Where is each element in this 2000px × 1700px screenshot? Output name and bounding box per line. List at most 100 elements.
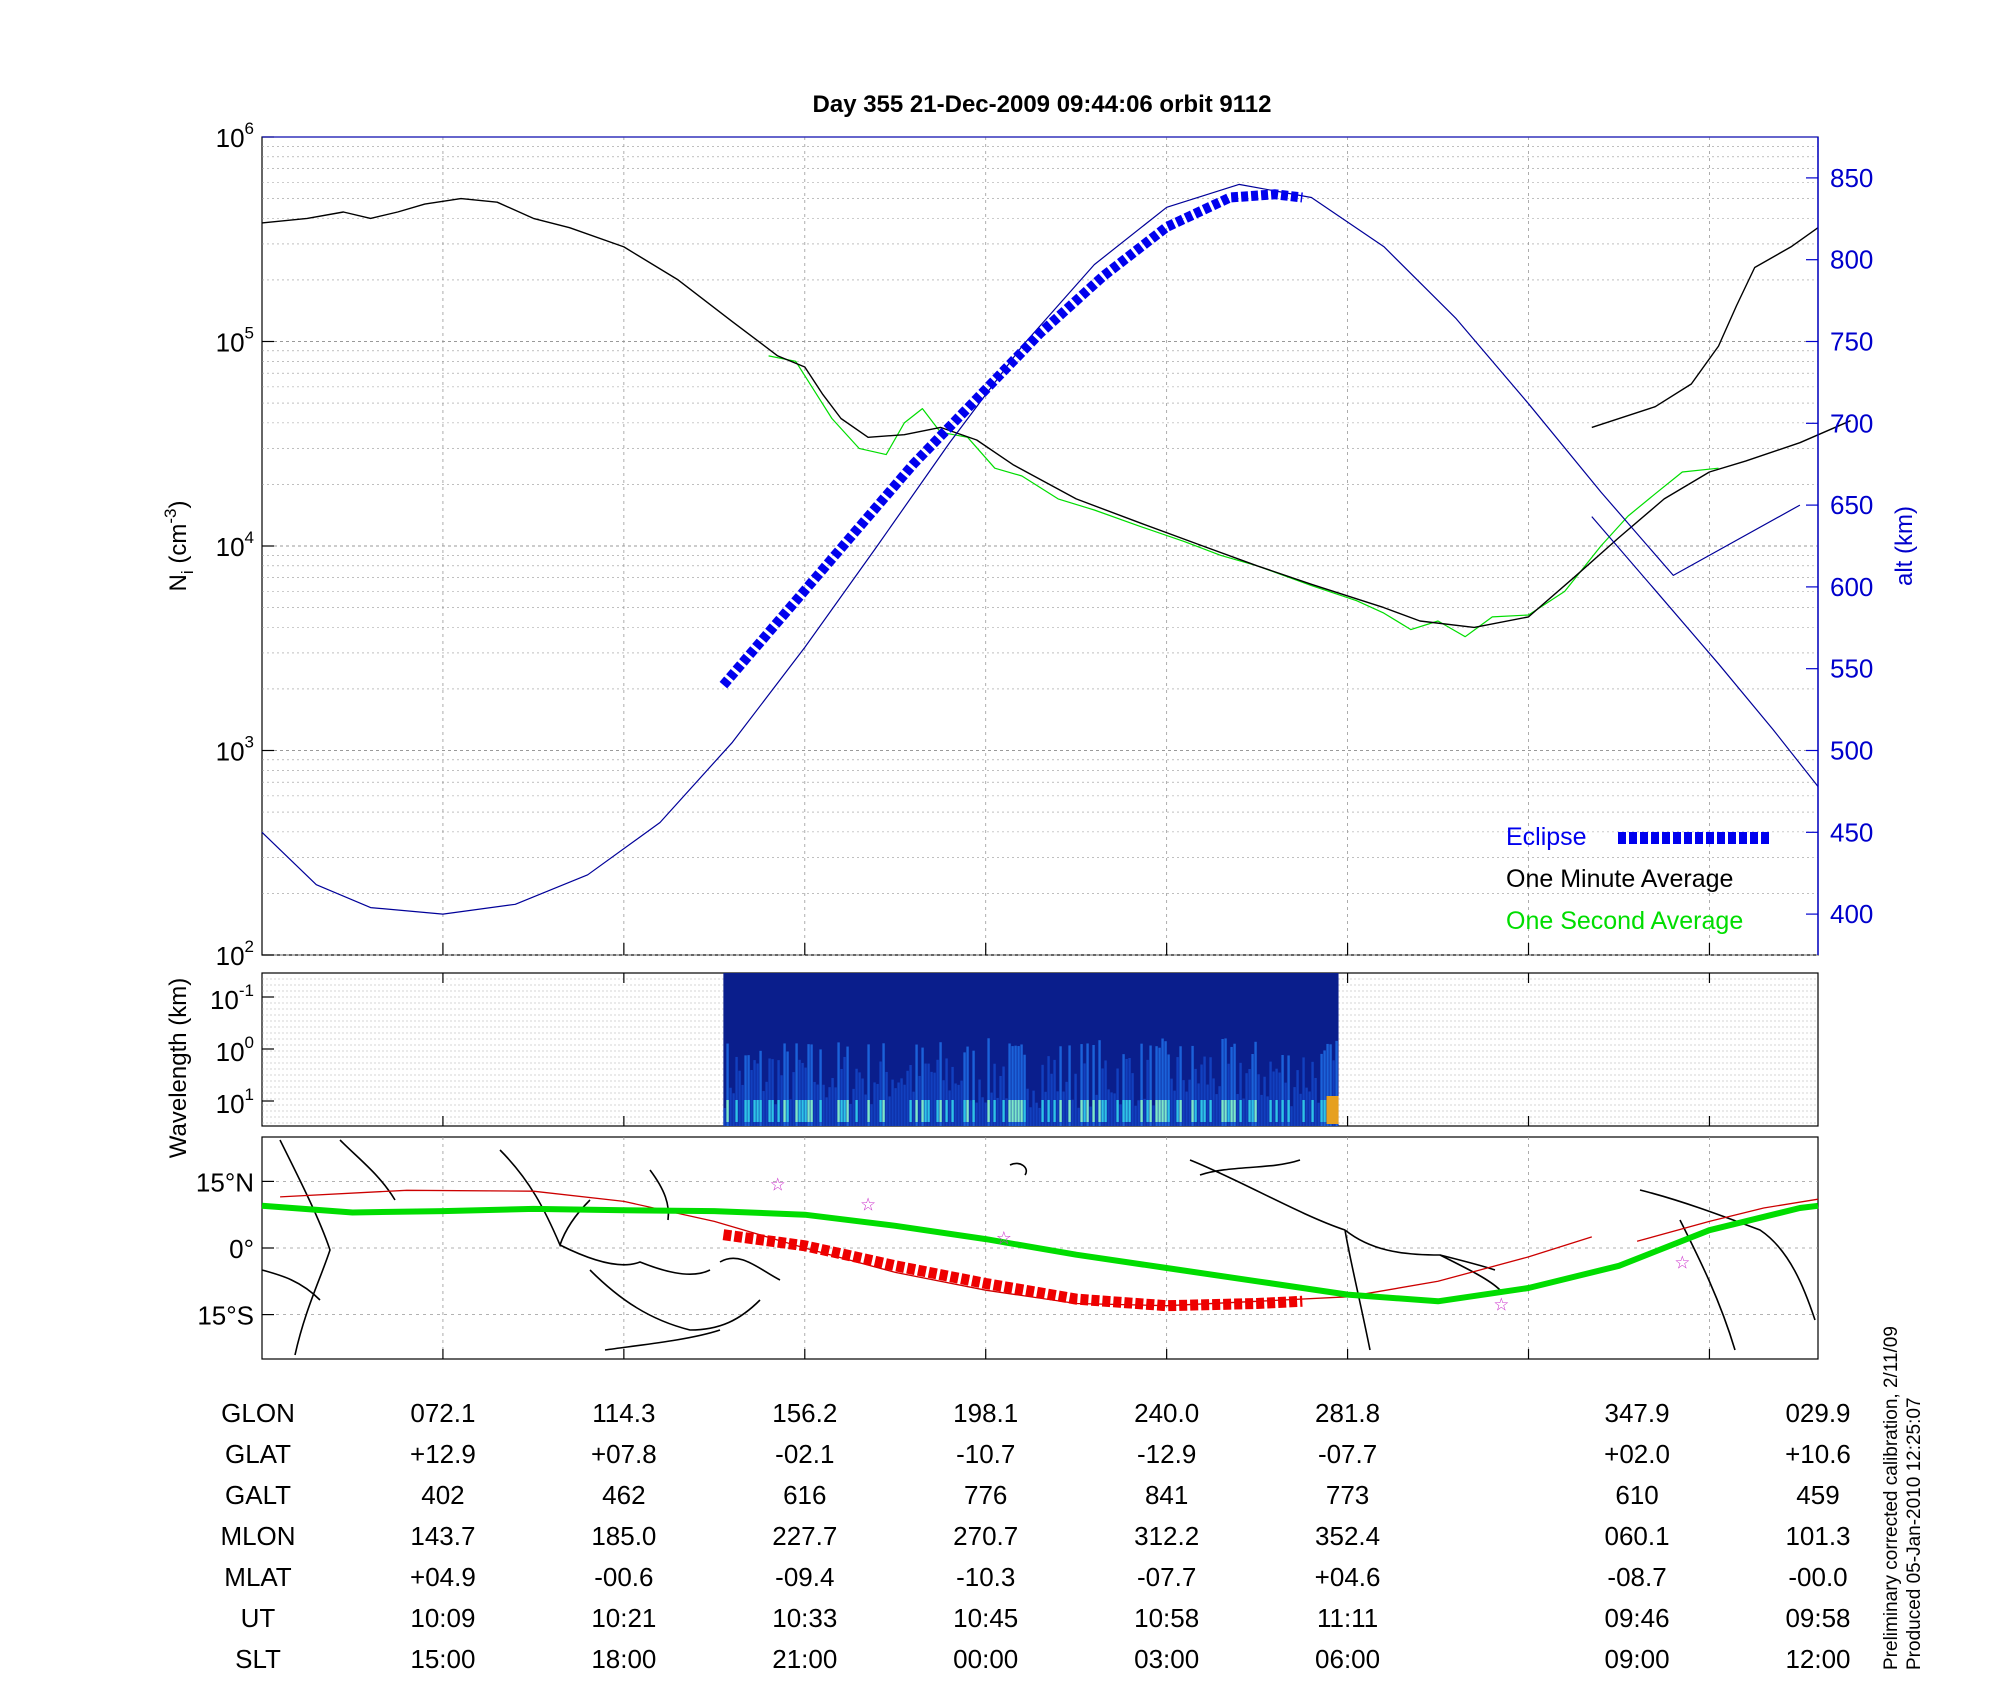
spectrogram-cell: [1014, 1100, 1017, 1122]
table-cell: 143.7: [410, 1521, 475, 1551]
spectrogram-column: [873, 1082, 876, 1126]
spectrogram-column: [1314, 1077, 1317, 1126]
spectrogram-column: [1299, 1093, 1302, 1126]
table-cell: -09.4: [775, 1562, 834, 1592]
spectrogram-column: [870, 1104, 873, 1126]
table-cell: +12.9: [410, 1439, 476, 1469]
spectrogram-column: [747, 1055, 750, 1126]
spectrogram-column: [786, 1051, 789, 1126]
legend-one-second-label: One Second Average: [1506, 907, 1743, 935]
y-right-tick-label: 450: [1830, 817, 1873, 847]
spectrogram-cell: [1254, 1100, 1257, 1122]
spectrogram-cell: [1326, 1096, 1339, 1124]
spectrogram-column: [1230, 1046, 1233, 1126]
spectrogram-column: [858, 1072, 861, 1126]
table-cell: 10:33: [772, 1603, 837, 1633]
coastline: [499, 1149, 591, 1248]
spectrogram-column: [1092, 1044, 1095, 1126]
spectrogram-column: [1251, 1054, 1254, 1126]
spectrogram-cell: [1149, 1100, 1152, 1122]
spectrogram-column: [771, 1059, 774, 1126]
spectrogram-column: [1119, 1104, 1122, 1126]
coastline: [1639, 1189, 1816, 1321]
spectrogram-column: [828, 1087, 831, 1126]
spectrogram-column: [1065, 1081, 1068, 1126]
spectrogram-column: [993, 1063, 996, 1126]
table-cell: 227.7: [772, 1521, 837, 1551]
spectrogram-column: [1026, 1088, 1029, 1126]
spectrogram-column: [1254, 1041, 1257, 1126]
spectrogram-column: [756, 1063, 759, 1126]
star-icon: ☆: [996, 1228, 1012, 1249]
spectrogram-cell: [915, 1100, 918, 1122]
spectrogram-column: [1104, 1060, 1107, 1126]
spectrogram-column: [1074, 1073, 1077, 1126]
spectrogram-column: [1110, 1092, 1113, 1126]
spectrogram-cell: [972, 1100, 975, 1122]
spectrogram-cell: [768, 1100, 771, 1122]
tick-base: 10: [216, 328, 245, 358]
spectrogram-cell: [735, 1100, 738, 1122]
spectrogram-column: [1197, 1083, 1200, 1126]
spectrogram-cell: [819, 1100, 822, 1122]
y-left-tick-label: 104: [216, 528, 254, 562]
spectrogram-column: [1098, 1040, 1101, 1126]
spectrogram-column: [1161, 1038, 1164, 1126]
spectrogram-column: [1083, 1063, 1086, 1126]
spectrogram-column: [924, 1063, 927, 1126]
spectrogram-column: [801, 1062, 804, 1126]
orbit-line: [1636, 1198, 1819, 1242]
spectrogram-column: [951, 1066, 954, 1126]
spectrogram-column: [810, 1044, 813, 1126]
spectrogram-cell: [1086, 1100, 1089, 1122]
spectrogram-cell: [855, 1100, 858, 1122]
orbit-line: [280, 1189, 1592, 1307]
spectrogram-column: [1248, 1068, 1251, 1126]
spectrogram-cell: [786, 1100, 789, 1122]
spectrogram-column: [1095, 1094, 1098, 1126]
table-cell: 101.3: [1785, 1521, 1850, 1551]
spectrogram-column: [861, 1078, 864, 1126]
table-cell: +04.9: [410, 1562, 476, 1592]
coastline: [261, 1269, 321, 1301]
spectrogram-column: [894, 1088, 897, 1126]
spectrogram-column: [1209, 1057, 1212, 1126]
tick-base: 10: [216, 1089, 245, 1119]
y-right-tick-label: 500: [1830, 736, 1873, 766]
spectrogram-column: [1023, 1054, 1026, 1126]
spectrogram-column: [1047, 1056, 1050, 1126]
spectrogram-column: [987, 1038, 990, 1126]
spectrogram-cell: [1017, 1100, 1020, 1122]
spectrogram-cell: [1194, 1100, 1197, 1122]
spectrogram-column: [1278, 1072, 1281, 1126]
table-row-label: UT: [241, 1603, 276, 1633]
spectrogram-cell: [1164, 1100, 1167, 1122]
spectrogram-column: [750, 1070, 753, 1126]
spectrogram-column: [723, 1107, 726, 1126]
coastlines: [261, 1139, 1816, 1356]
spectrogram-column: [969, 1100, 972, 1126]
spectrogram-column: [1062, 1091, 1065, 1126]
spectrogram-cell: [993, 1100, 996, 1122]
spectrogram-column: [1269, 1061, 1272, 1126]
spectrogram-column: [1152, 1105, 1155, 1126]
spectrogram-cell: [1041, 1100, 1044, 1122]
spectrogram-column: [1179, 1046, 1182, 1126]
y-left-tick-label: 102: [216, 937, 254, 971]
spectrogram-cell: [1161, 1100, 1164, 1122]
right-axis-ticks: 400 450 500 550 600 650 700 750 800 850: [1806, 163, 1873, 929]
spectrogram-cell: [843, 1100, 846, 1122]
spectrogram-tick-label: 10-1: [210, 981, 254, 1015]
table-cell: 114.3: [592, 1398, 655, 1428]
spectrogram-cell: [756, 1100, 759, 1122]
spectrogram-cell: [1053, 1100, 1056, 1122]
spectrogram-cell: [1203, 1100, 1206, 1122]
spectrogram-column: [1236, 1094, 1239, 1126]
spectrogram-column: [1068, 1045, 1071, 1126]
spectrogram-column: [990, 1092, 993, 1126]
table-row-label: MLON: [220, 1521, 295, 1551]
y-right-tick-label: 750: [1830, 327, 1873, 357]
spectrogram-column: [837, 1042, 840, 1126]
